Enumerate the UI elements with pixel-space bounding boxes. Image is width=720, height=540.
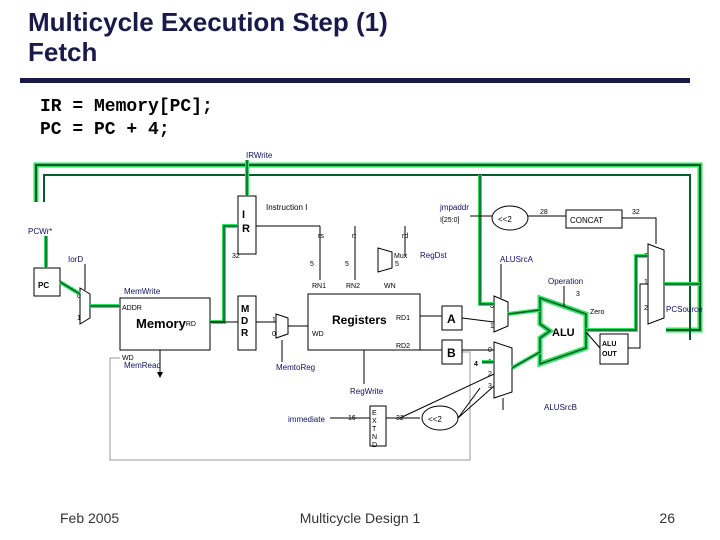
svg-text:N: N xyxy=(372,434,377,441)
svg-text:M: M xyxy=(241,304,249,315)
datapath-diagram: PC PCWr* 0 1 IorD Memory ADDR RD WD MemW… xyxy=(0,0,720,540)
ir-label-2: R xyxy=(242,223,250,235)
svg-text:1: 1 xyxy=(272,317,276,324)
memory-label: Memory xyxy=(136,316,187,331)
regdst-label: RegDst xyxy=(420,251,447,260)
svg-text:1: 1 xyxy=(490,323,494,330)
alu-label: ALU xyxy=(552,327,575,339)
svg-text:WN: WN xyxy=(384,283,396,290)
pcwr-label: PCWr* xyxy=(28,227,52,236)
ir-label-1: I xyxy=(242,209,245,221)
svg-text:OUT: OUT xyxy=(602,351,618,358)
svg-text:0: 0 xyxy=(272,331,276,338)
operation-label: Operation xyxy=(548,277,583,286)
svg-text:ALU: ALU xyxy=(602,341,616,348)
svg-text:32: 32 xyxy=(632,209,640,216)
svg-text:X: X xyxy=(372,418,377,425)
svg-text:E: E xyxy=(372,410,377,417)
svg-text:rt: rt xyxy=(352,233,356,240)
pc-label: PC xyxy=(38,281,49,290)
irwrite-label: IRWrite xyxy=(246,151,273,160)
svg-text:5: 5 xyxy=(395,261,399,268)
svg-text:WD: WD xyxy=(312,331,324,338)
iord-label: IorD xyxy=(68,255,83,264)
svg-text:RN1: RN1 xyxy=(312,283,326,290)
svg-text:RD: RD xyxy=(186,321,196,328)
ir2500-label: I[25:0] xyxy=(440,217,460,224)
zero-label: Zero xyxy=(590,309,605,316)
alusrcb-label: ALUSrcB xyxy=(544,403,577,412)
footer-title: Multicycle Design 1 xyxy=(0,510,720,526)
svg-text:5: 5 xyxy=(310,261,314,268)
svg-text:3: 3 xyxy=(576,291,580,298)
svg-text:D: D xyxy=(372,442,377,449)
svg-text:28: 28 xyxy=(540,209,548,216)
svg-text:5: 5 xyxy=(345,261,349,268)
alusrca-label: ALUSrcA xyxy=(500,255,534,264)
svg-text:1: 1 xyxy=(77,315,81,322)
a-label: A xyxy=(447,312,456,326)
shift2b-label: <<2 xyxy=(428,415,442,424)
svg-text:2: 2 xyxy=(644,305,648,312)
svg-text:RD1: RD1 xyxy=(396,315,410,322)
svg-text:D: D xyxy=(241,316,248,327)
svg-text:RN2: RN2 xyxy=(346,283,360,290)
svg-text:R: R xyxy=(241,328,249,339)
memread-label: MemRead xyxy=(124,361,161,370)
svg-text:Mux: Mux xyxy=(394,253,408,260)
jmpaddr-label: jmpaddr xyxy=(439,203,469,212)
svg-text:rs: rs xyxy=(318,233,324,240)
instruction-label: Instruction I xyxy=(266,203,307,212)
immediate-label: immediate xyxy=(288,415,325,424)
registers-label: Registers xyxy=(332,313,387,327)
memwrite-label: MemWrite xyxy=(124,287,161,296)
b-label: B xyxy=(447,346,456,360)
svg-text:1: 1 xyxy=(644,279,648,286)
regwrite-label: RegWrite xyxy=(350,387,384,396)
svg-text:RD2: RD2 xyxy=(396,343,410,350)
concat-label: CONCAT xyxy=(570,216,603,225)
memtoreg-label: MemtoReg xyxy=(276,363,315,372)
shift2a-label: <<2 xyxy=(498,215,512,224)
footer-page: 26 xyxy=(659,510,675,526)
svg-text:ADDR: ADDR xyxy=(122,305,142,312)
const4: 4 xyxy=(474,361,478,368)
svg-text:T: T xyxy=(372,426,377,433)
pcsource-label: PCSource xyxy=(666,305,703,314)
svg-text:32: 32 xyxy=(232,253,240,260)
